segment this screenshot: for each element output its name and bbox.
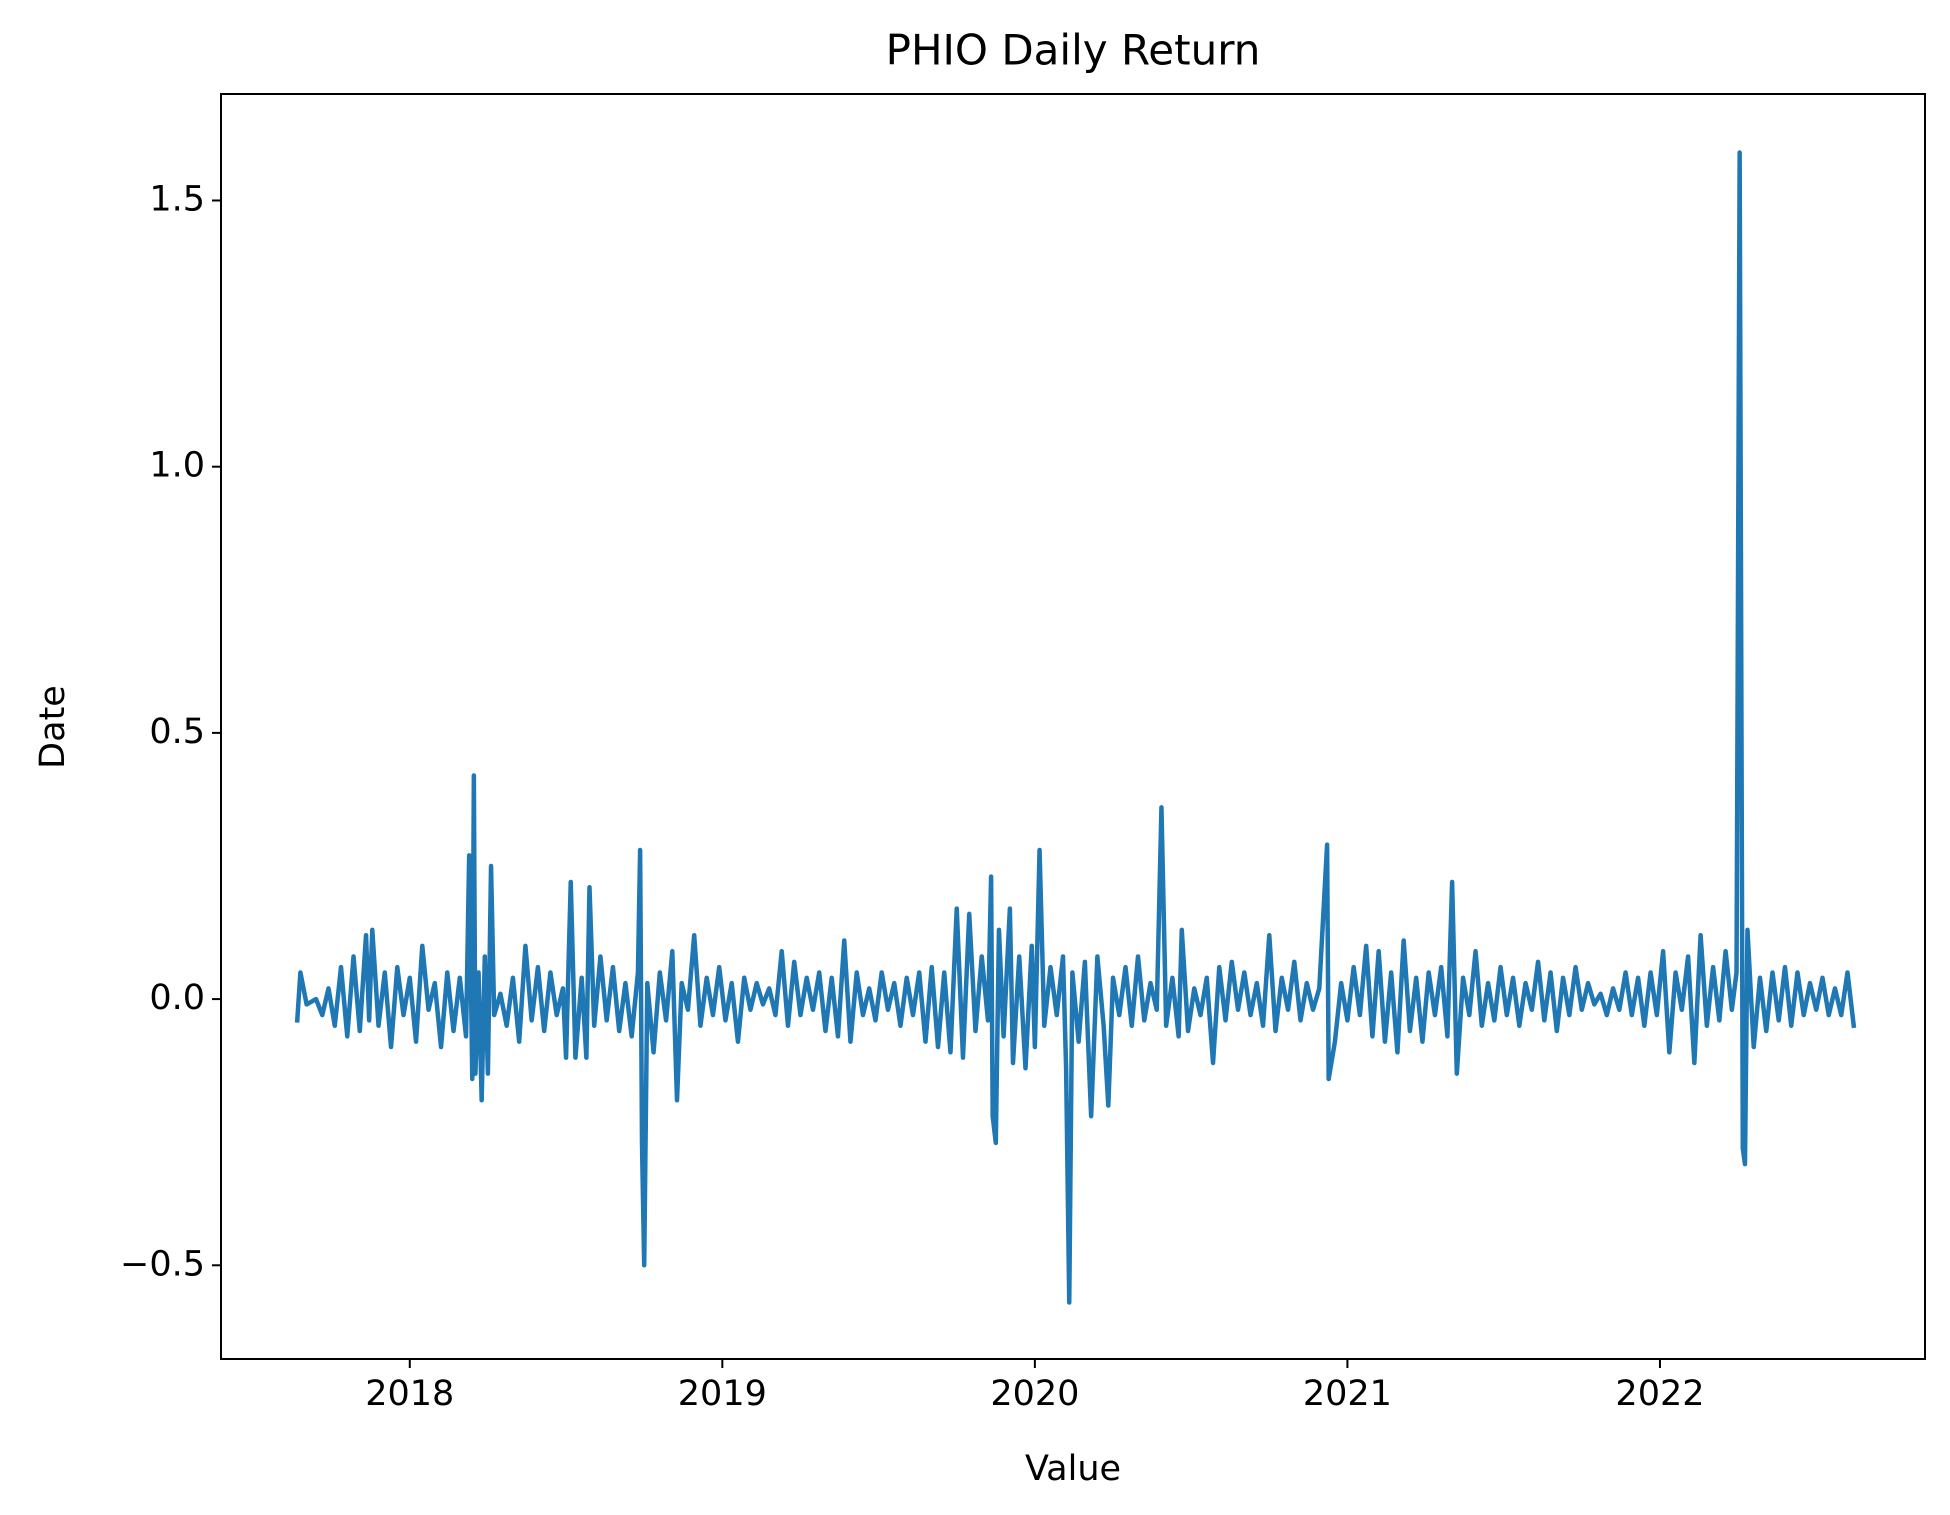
y-tick-label: 1.0	[149, 446, 205, 486]
y-tick-label: −0.5	[120, 1244, 205, 1284]
y-tick-label: 1.5	[149, 179, 205, 219]
x-axis-label: Value	[1025, 1449, 1121, 1489]
x-tick-label: 2019	[678, 1374, 767, 1414]
x-tick-label: 2022	[1615, 1374, 1704, 1414]
y-tick-label: 0.5	[149, 712, 205, 752]
x-tick-label: 2018	[365, 1374, 454, 1414]
plot-frame	[220, 93, 1926, 1360]
y-tick-label: 0.0	[149, 978, 205, 1018]
line-series	[294, 150, 1857, 1305]
x-tick-label: 2020	[990, 1374, 1079, 1414]
y-axis-label: Date	[33, 685, 73, 769]
x-tick-label: 2021	[1303, 1374, 1392, 1414]
chart-title: PHIO Daily Return	[886, 26, 1261, 75]
